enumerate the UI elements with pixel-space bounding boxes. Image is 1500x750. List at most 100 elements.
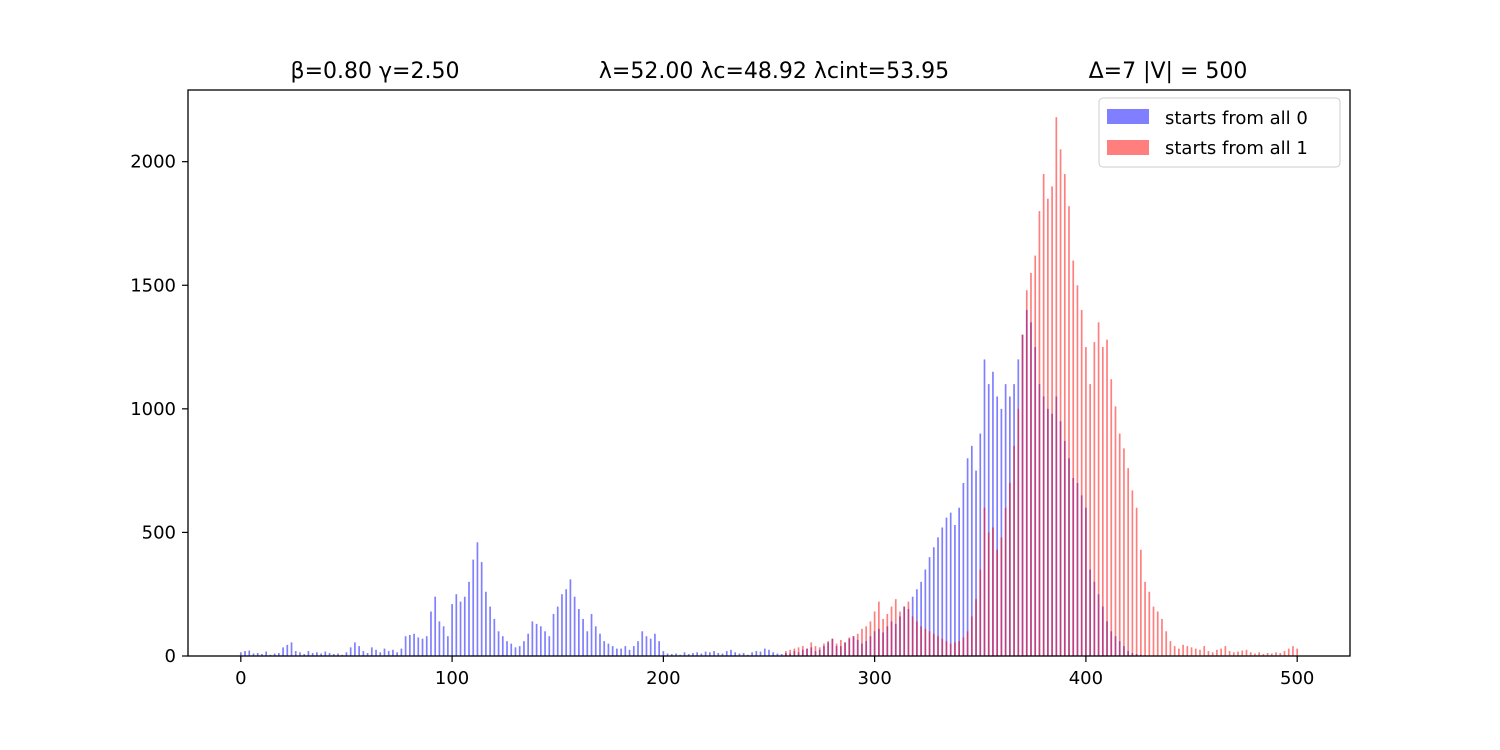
bar: [958, 641, 960, 656]
bar: [358, 646, 360, 656]
bar: [1030, 272, 1032, 656]
bar: [763, 648, 766, 656]
bar: [970, 616, 973, 656]
bar: [641, 631, 644, 656]
bar: [928, 557, 931, 656]
bar: [789, 649, 791, 656]
bar: [692, 653, 694, 656]
bar: [949, 643, 952, 656]
bar: [899, 611, 901, 656]
bar: [814, 646, 817, 656]
bar: [1051, 186, 1053, 656]
bar: [303, 654, 306, 656]
bar: [987, 384, 990, 656]
bar: [823, 643, 825, 656]
bar: [1211, 652, 1214, 656]
bar: [248, 650, 251, 656]
bar: [383, 648, 386, 656]
bar: [937, 537, 939, 656]
bar: [375, 649, 377, 656]
bar: [882, 618, 884, 656]
bar: [273, 653, 276, 656]
bar: [992, 371, 994, 656]
bar: [1017, 408, 1020, 656]
bar: [480, 562, 483, 656]
bar: [324, 651, 327, 656]
bar: [1224, 646, 1227, 656]
bar: [590, 613, 593, 656]
bar: [1101, 347, 1104, 656]
bar: [552, 613, 555, 656]
bar: [1144, 581, 1146, 656]
y-tick-label: 500: [142, 522, 176, 543]
bar: [983, 507, 986, 656]
bar: [801, 646, 804, 656]
bar: [1118, 433, 1121, 656]
bar: [425, 636, 428, 656]
bar: [1042, 174, 1045, 656]
bar: [548, 636, 551, 656]
legend: starts from all 0 starts from all 1: [1098, 97, 1341, 168]
bar: [996, 396, 999, 656]
bar: [949, 512, 952, 656]
bar: [434, 596, 437, 656]
x-tick-label: 300: [857, 668, 891, 689]
bar: [793, 648, 796, 656]
bar: [1182, 644, 1184, 656]
bar: [932, 547, 935, 656]
bar: [282, 647, 284, 656]
bar: [975, 470, 977, 656]
bar: [573, 596, 576, 656]
bar: [603, 641, 606, 656]
bar: [848, 637, 851, 656]
bar: [1047, 198, 1049, 656]
bar: [489, 606, 491, 656]
bar: [725, 651, 728, 656]
bar: [687, 654, 690, 656]
bar: [1063, 174, 1066, 656]
bar: [683, 652, 686, 656]
bar: [586, 631, 589, 656]
bar: [447, 636, 449, 656]
bar: [852, 636, 855, 656]
bar: [463, 596, 466, 656]
y-tick-label: 1000: [130, 399, 176, 420]
bar: [700, 653, 703, 656]
bar: [1245, 649, 1248, 656]
bar: [738, 653, 741, 656]
bar: [1123, 448, 1125, 656]
bar: [261, 654, 263, 656]
bar: [670, 654, 673, 656]
bar: [654, 633, 656, 656]
bar: [290, 642, 293, 656]
bar: [1004, 507, 1007, 656]
bar: [311, 653, 314, 656]
bar: [1131, 490, 1134, 656]
bar: [1241, 650, 1244, 656]
bar: [1203, 646, 1206, 656]
bar: [544, 631, 546, 656]
bar: [1161, 618, 1163, 656]
bar: [299, 652, 301, 656]
bar: [396, 652, 398, 656]
legend-label-starts-from-all-0: starts from all 0: [1165, 108, 1308, 129]
bar: [307, 651, 310, 656]
bar: [730, 649, 732, 656]
bar: [962, 482, 965, 656]
bar: [637, 641, 639, 656]
bar: [578, 609, 580, 656]
bar: [780, 654, 783, 656]
bar: [1152, 606, 1155, 656]
bar: [265, 651, 268, 656]
bar: [713, 651, 715, 656]
bar: [565, 589, 568, 656]
bar: [349, 647, 352, 656]
bar: [966, 631, 969, 656]
bar: [996, 549, 999, 656]
bar: [485, 591, 487, 656]
bar: [256, 653, 259, 656]
bar: [1258, 652, 1260, 656]
bar: [1034, 255, 1037, 656]
bar: [649, 638, 652, 656]
